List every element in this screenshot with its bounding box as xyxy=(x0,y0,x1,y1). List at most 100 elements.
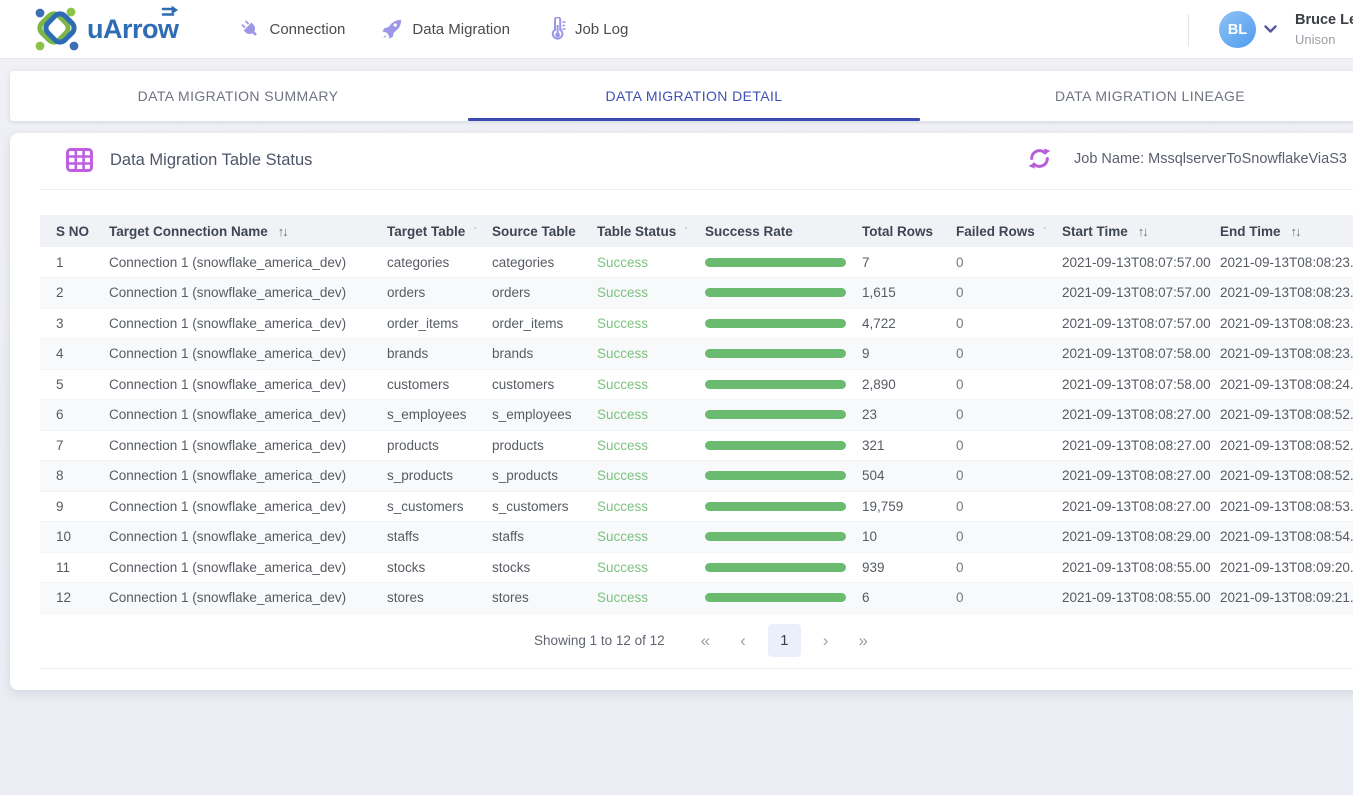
tab-bar: DATA MIGRATION SUMMARY DATA MIGRATION DE… xyxy=(10,71,1353,121)
cell-end-time: 2021-09-13T08:08:52.00 xyxy=(1220,461,1353,492)
cell-end-time: 2021-09-13T08:08:23.00 xyxy=(1220,247,1353,278)
success-rate-cell xyxy=(705,461,862,492)
table-row: 8Connection 1 (snowflake_america_dev)s_p… xyxy=(40,461,1353,492)
success-rate-cell xyxy=(705,400,862,431)
cell-failed-rows: 0 xyxy=(956,430,1062,461)
next-page-button[interactable]: › xyxy=(811,627,841,655)
nav-data-migration[interactable]: Data Migration xyxy=(381,18,510,40)
first-page-button[interactable]: « xyxy=(689,627,722,655)
refresh-icon[interactable] xyxy=(1028,147,1051,170)
tab-data-migration-summary[interactable]: DATA MIGRATION SUMMARY xyxy=(10,71,466,121)
prev-page-button[interactable]: ‹ xyxy=(728,627,758,655)
cell-s-no: 6 xyxy=(40,400,109,431)
table-body: 1Connection 1 (snowflake_america_dev)cat… xyxy=(40,247,1353,613)
nav-label-connection: Connection xyxy=(270,21,346,38)
header-divider xyxy=(1188,14,1189,46)
nav-job-log[interactable]: Job Log xyxy=(546,17,628,41)
success-rate-bar xyxy=(705,410,846,419)
chevron-down-icon[interactable] xyxy=(1264,25,1277,34)
cell-target-table: s_customers xyxy=(387,491,492,522)
cell-source-table: s_employees xyxy=(492,400,597,431)
cell-target-table: stocks xyxy=(387,552,492,583)
cell-failed-rows: 0 xyxy=(956,400,1062,431)
job-group: Job Name: MssqlserverToSnowflakeViaS3 xyxy=(1028,147,1347,170)
success-rate-cell xyxy=(705,308,862,339)
col-header-target-connection-name[interactable]: Target Connection Name↑↓ xyxy=(109,215,387,247)
sort-arrows-icon[interactable]: ↑↓ xyxy=(1291,224,1300,239)
cell-s-no: 3 xyxy=(40,308,109,339)
migration-table: S NOTarget Connection Name↑↓Target Table… xyxy=(40,215,1353,614)
cell-connection: Connection 1 (snowflake_america_dev) xyxy=(109,400,387,431)
current-page[interactable]: 1 xyxy=(768,624,801,657)
sort-caret-icon[interactable]: ˊ xyxy=(1043,225,1047,239)
success-rate-cell xyxy=(705,247,862,278)
cell-target-table: orders xyxy=(387,278,492,309)
sort-arrows-icon[interactable]: ↑↓ xyxy=(1138,224,1147,239)
table-row: 9Connection 1 (snowflake_america_dev)s_c… xyxy=(40,491,1353,522)
nav-connection[interactable]: Connection xyxy=(239,18,346,40)
cell-s-no: 9 xyxy=(40,491,109,522)
nav-label-job-log: Job Log xyxy=(575,21,628,38)
cell-status: Success xyxy=(597,400,705,431)
cell-source-table: staffs xyxy=(492,522,597,553)
table-row: 6Connection 1 (snowflake_america_dev) s_e… xyxy=(40,400,1353,431)
cell-start-time: 2021-09-13T08:08:55.00 xyxy=(1062,583,1220,614)
cell-total-rows: 7 xyxy=(862,247,956,278)
cell-target-table: staffs xyxy=(387,522,492,553)
cell-s-no: 12 xyxy=(40,583,109,614)
col-header-start-time[interactable]: Start Time↑↓ xyxy=(1062,215,1220,247)
cell-failed-rows: 0 xyxy=(956,278,1062,309)
cell-target-table: s_products xyxy=(387,461,492,492)
cell-end-time: 2021-09-13T08:08:23.00 xyxy=(1220,278,1353,309)
cell-source-table: s_products xyxy=(492,461,597,492)
success-rate-bar xyxy=(705,502,846,511)
avatar[interactable]: BL xyxy=(1219,11,1256,48)
tab-data-migration-detail[interactable]: DATA MIGRATION DETAIL xyxy=(466,71,922,121)
table-grid-icon xyxy=(66,148,93,172)
cell-total-rows: 321 xyxy=(862,430,956,461)
last-page-button[interactable]: » xyxy=(846,627,879,655)
col-header-s-no: S NO xyxy=(40,215,109,247)
cell-end-time: 2021-09-13T08:08:53.00 xyxy=(1220,491,1353,522)
cell-connection: Connection 1 (snowflake_america_dev) xyxy=(109,278,387,309)
cell-total-rows: 4,722 xyxy=(862,308,956,339)
sort-caret-icon[interactable]: ˊ xyxy=(473,225,477,239)
table-row: 7Connection 1 (snowflake_america_dev)pro… xyxy=(40,430,1353,461)
cell-start-time: 2021-09-13T08:07:57.00 xyxy=(1062,247,1220,278)
col-header-failed-rows[interactable]: Failed Rowsˊ xyxy=(956,215,1062,247)
col-header-target-table[interactable]: Target Tableˊ xyxy=(387,215,492,247)
cell-s-no: 11 xyxy=(40,552,109,583)
cell-connection: Connection 1 (snowflake_america_dev) xyxy=(109,461,387,492)
table-row: 1Connection 1 (snowflake_america_dev)cat… xyxy=(40,247,1353,278)
cell-start-time: 2021-09-13T08:08:29.00 xyxy=(1062,522,1220,553)
col-header-end-time[interactable]: End Time↑↓ xyxy=(1220,215,1353,247)
table-row: 3Connection 1 (snowflake_america_dev)ord… xyxy=(40,308,1353,339)
cell-connection: Connection 1 (snowflake_america_dev) xyxy=(109,247,387,278)
cell-end-time: 2021-09-13T08:09:21.00 xyxy=(1220,583,1353,614)
cell-target-table: stores xyxy=(387,583,492,614)
cell-end-time: 2021-09-13T08:08:52.00 xyxy=(1220,430,1353,461)
cell-target-table: brands xyxy=(387,339,492,370)
cell-total-rows: 504 xyxy=(862,461,956,492)
success-rate-bar xyxy=(705,258,846,267)
sort-caret-icon[interactable]: ˊ xyxy=(684,225,688,239)
cell-total-rows: 939 xyxy=(862,552,956,583)
cell-s-no: 8 xyxy=(40,461,109,492)
rocket-icon xyxy=(381,18,403,40)
cell-connection: Connection 1 (snowflake_america_dev) xyxy=(109,552,387,583)
tab-data-migration-lineage[interactable]: DATA MIGRATION LINEAGE xyxy=(922,71,1353,121)
success-rate-cell xyxy=(705,339,862,370)
cell-failed-rows: 0 xyxy=(956,339,1062,370)
success-rate-bar xyxy=(705,441,846,450)
cell-failed-rows: 0 xyxy=(956,522,1062,553)
thermometer-icon xyxy=(546,17,566,41)
success-rate-bar xyxy=(705,471,846,480)
cell-target-table: order_items xyxy=(387,308,492,339)
sort-arrows-icon[interactable]: ↑↓ xyxy=(278,224,287,239)
cell-source-table: s_customers xyxy=(492,491,597,522)
pagination: Showing 1 to 12 of 12 « ‹ 1 › » xyxy=(40,614,1353,669)
table-header-row: S NOTarget Connection Name↑↓Target Table… xyxy=(40,215,1353,247)
app-logo[interactable]: uArrow xyxy=(33,6,179,53)
col-header-table-status[interactable]: Table Statusˊ xyxy=(597,215,705,247)
table-row: 12Connection 1 (snowflake_america_dev)st… xyxy=(40,583,1353,614)
